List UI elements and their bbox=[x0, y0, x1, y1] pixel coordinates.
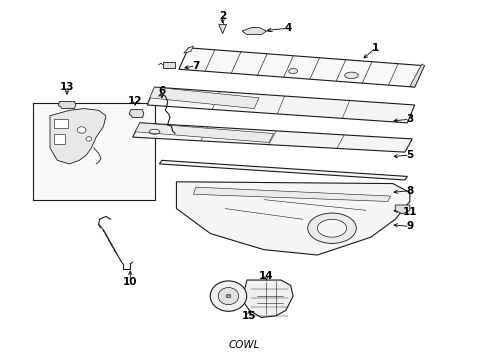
Ellipse shape bbox=[288, 68, 297, 73]
Text: 13: 13 bbox=[60, 82, 74, 92]
Polygon shape bbox=[242, 280, 292, 318]
Text: 1: 1 bbox=[371, 43, 379, 53]
Ellipse shape bbox=[218, 288, 238, 305]
Polygon shape bbox=[176, 182, 409, 255]
Polygon shape bbox=[193, 187, 389, 202]
Text: 5: 5 bbox=[406, 150, 412, 160]
Ellipse shape bbox=[317, 219, 346, 237]
Text: 6: 6 bbox=[158, 86, 165, 96]
Polygon shape bbox=[394, 205, 409, 214]
Text: 14: 14 bbox=[259, 271, 273, 282]
Ellipse shape bbox=[307, 213, 356, 243]
Bar bbox=[54, 119, 68, 128]
Text: COWL: COWL bbox=[228, 340, 260, 350]
Polygon shape bbox=[159, 160, 407, 180]
Polygon shape bbox=[183, 46, 193, 53]
Text: 8: 8 bbox=[406, 186, 412, 196]
Polygon shape bbox=[218, 24, 226, 33]
Polygon shape bbox=[129, 110, 143, 117]
Polygon shape bbox=[132, 123, 411, 152]
Ellipse shape bbox=[86, 137, 92, 141]
Text: 11: 11 bbox=[402, 207, 416, 217]
Polygon shape bbox=[149, 87, 259, 109]
Text: 4: 4 bbox=[284, 23, 291, 33]
Text: 7: 7 bbox=[192, 61, 199, 71]
Polygon shape bbox=[50, 109, 106, 164]
Text: 3: 3 bbox=[406, 114, 412, 124]
Ellipse shape bbox=[77, 127, 86, 133]
Text: 12: 12 bbox=[127, 96, 142, 107]
Polygon shape bbox=[179, 48, 424, 87]
Polygon shape bbox=[409, 64, 424, 87]
Polygon shape bbox=[242, 27, 266, 35]
Ellipse shape bbox=[210, 281, 246, 311]
Ellipse shape bbox=[344, 72, 358, 78]
Text: 10: 10 bbox=[123, 277, 137, 287]
Ellipse shape bbox=[225, 294, 230, 298]
Text: 2: 2 bbox=[219, 11, 226, 21]
Bar bbox=[54, 134, 64, 144]
Text: 15: 15 bbox=[242, 311, 256, 321]
Polygon shape bbox=[163, 62, 175, 68]
Polygon shape bbox=[58, 102, 76, 109]
Text: e: e bbox=[226, 293, 230, 299]
Text: 9: 9 bbox=[406, 221, 412, 231]
Bar bbox=[33, 103, 154, 200]
Polygon shape bbox=[135, 123, 273, 143]
Polygon shape bbox=[147, 87, 414, 123]
